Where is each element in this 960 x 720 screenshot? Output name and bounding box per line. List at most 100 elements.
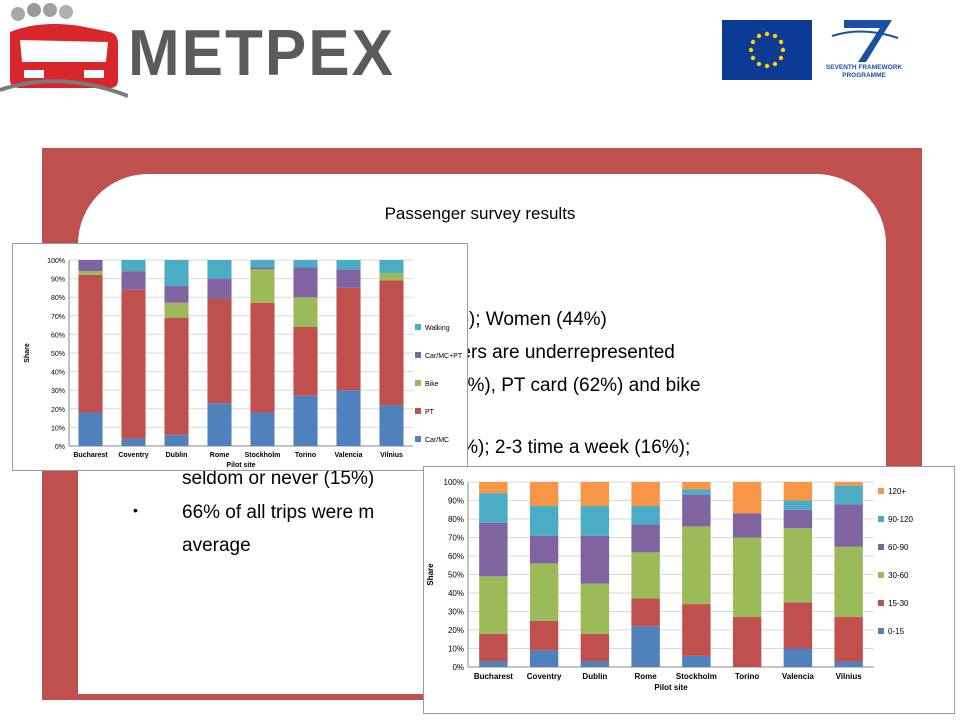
bar-segment	[580, 506, 610, 536]
y-tick-label: 10%	[448, 645, 464, 654]
bar-segment	[164, 434, 189, 446]
x-tick-label: Valencia	[782, 672, 815, 681]
bar-segment	[479, 522, 508, 577]
y-tick-label: 0%	[55, 444, 65, 451]
bar-segment	[121, 271, 146, 290]
x-tick-label: Vilnius	[836, 672, 863, 681]
y-axis-title: Share	[426, 563, 435, 586]
bar-segment	[293, 395, 318, 446]
y-tick-label: 100%	[444, 478, 464, 487]
legend-swatch	[415, 324, 421, 330]
bar-segment	[529, 482, 559, 507]
legend-label: Car/MC+PT	[425, 353, 463, 360]
x-tick-label: Rome	[635, 672, 658, 681]
legend-label: 60-90	[888, 543, 909, 552]
y-axis-title: Share	[24, 343, 31, 363]
y-tick-label: 90%	[448, 497, 464, 506]
legend-swatch	[415, 380, 421, 386]
bar-segment	[631, 482, 660, 507]
bar-segment	[250, 260, 275, 268]
x-tick-label: Torino	[295, 452, 316, 459]
y-tick-label: 60%	[51, 332, 65, 339]
bar-segment	[783, 500, 813, 510]
bar-segment	[293, 267, 318, 298]
logo-wordmark: METPEX	[128, 17, 395, 90]
x-tick-label: Bucharest	[73, 452, 108, 459]
legend-label: Walking	[425, 325, 450, 332]
bullet-line: average	[182, 535, 251, 556]
bar-segment	[207, 299, 232, 404]
bar-segment	[580, 535, 610, 584]
legend-swatch	[415, 408, 421, 414]
bar-segment	[164, 286, 189, 303]
bar-segment	[293, 297, 318, 327]
legend-swatch	[878, 600, 884, 606]
x-tick-label: Torino	[735, 672, 759, 681]
bar-segment	[732, 617, 762, 667]
legend-label: PT	[425, 409, 435, 416]
x-tick-label: Dublin	[166, 452, 188, 459]
bar-segment	[479, 661, 508, 667]
legend-swatch	[415, 352, 421, 358]
y-tick-label: 70%	[448, 534, 464, 543]
bar-segment	[207, 403, 232, 446]
bar-segment	[732, 482, 762, 514]
bar-segment	[379, 280, 404, 406]
bar-segment	[834, 504, 863, 547]
bar-segment	[293, 260, 318, 268]
y-tick-label: 50%	[51, 351, 65, 358]
bar-segment	[479, 482, 508, 494]
bar-segment	[834, 617, 863, 662]
bar-segment	[250, 269, 275, 303]
bar-segment	[682, 482, 711, 490]
bar-segment	[631, 552, 660, 599]
bar-segment	[529, 535, 559, 564]
x-tick-label: Vilnius	[380, 452, 403, 459]
y-tick-label: 40%	[51, 370, 65, 377]
bar-segment	[250, 412, 275, 446]
legend-swatch	[878, 516, 884, 522]
bar-segment	[207, 278, 232, 300]
x-tick-label: Coventry	[118, 452, 148, 459]
bar-segment	[78, 260, 103, 272]
bar-segment	[529, 563, 559, 621]
bullet-dot-icon: •	[133, 502, 138, 518]
bar-segment	[379, 273, 404, 281]
slide-title: Passenger survey results	[384, 204, 576, 223]
y-tick-label: 70%	[51, 314, 65, 321]
bar-segment	[682, 604, 711, 656]
bar-segment	[78, 412, 103, 446]
y-tick-label: 40%	[448, 589, 464, 598]
trip-duration-chart-svg: 0% 10% 20% 30% 40% 50% 60% 70% 80% 90% 100% Buchare…	[426, 478, 913, 692]
y-tick-label: 90%	[51, 277, 65, 284]
fp7-seven-icon	[831, 20, 899, 62]
bar-segment	[732, 513, 762, 538]
bar-segment	[529, 620, 559, 651]
y-tick-label: 100%	[47, 258, 65, 265]
bar-segment	[164, 302, 189, 318]
bar-segment	[580, 482, 610, 507]
legend-label: Car/MC	[425, 437, 449, 444]
bar-segment	[783, 509, 813, 529]
y-tick-label: 10%	[51, 425, 65, 432]
y-tick-label: 0%	[452, 663, 464, 672]
bar-segment	[479, 576, 508, 634]
bar-segment	[479, 493, 508, 523]
legend-label: 30-60	[888, 571, 909, 580]
bar-segment	[78, 271, 103, 275]
bullet-line: (64%), PT card (62%) and bike	[440, 375, 701, 396]
bar-segment	[78, 274, 103, 413]
legend-label: 0-15	[888, 627, 905, 636]
bar-segment	[631, 506, 660, 525]
legend-swatch	[878, 572, 884, 578]
bar-segment	[783, 648, 813, 667]
bar-segment	[834, 546, 863, 618]
bar-segment	[682, 526, 711, 605]
bar-segment	[250, 267, 275, 270]
bar-segment	[580, 661, 610, 667]
bar-segment	[783, 528, 813, 603]
bar-segment	[479, 633, 508, 662]
legend-label: 15-30	[888, 599, 909, 608]
bar-segment	[164, 317, 189, 435]
bar-segment	[379, 405, 404, 446]
